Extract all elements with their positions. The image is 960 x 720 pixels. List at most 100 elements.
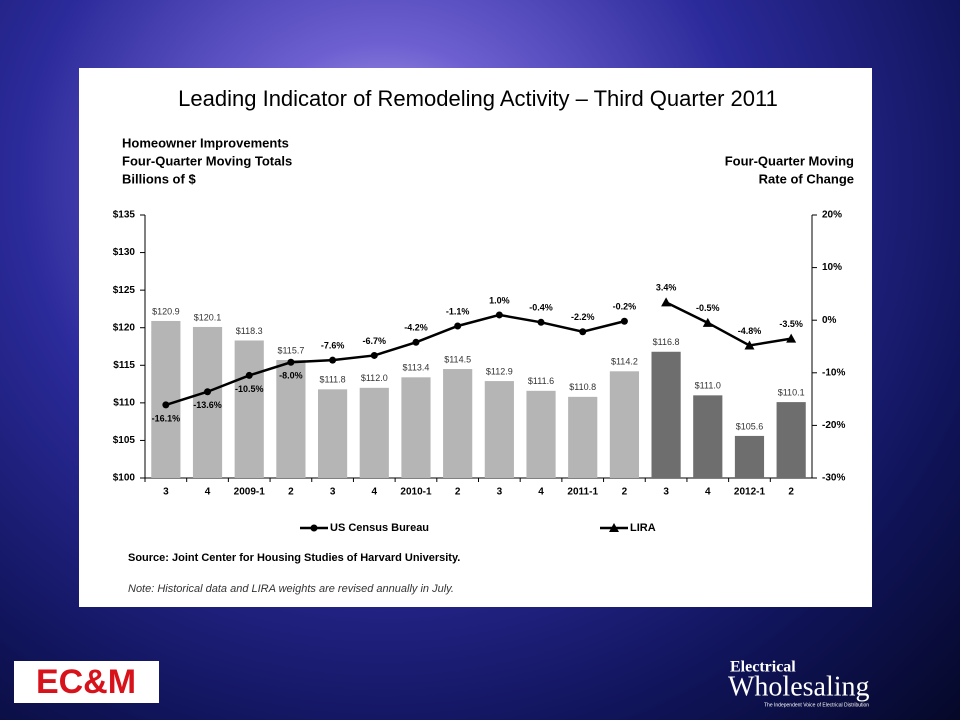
line-value-label: -8.0% bbox=[279, 371, 303, 381]
bar bbox=[276, 360, 306, 478]
x-tick-label: 4 bbox=[205, 487, 211, 498]
bar bbox=[484, 381, 514, 478]
line-marker bbox=[579, 328, 587, 336]
bar-value-label: $120.9 bbox=[152, 306, 180, 316]
logo-left: EC&M bbox=[36, 663, 136, 701]
line-value-label: -0.4% bbox=[529, 303, 553, 313]
chart-title: Leading Indicator of Remodeling Activity… bbox=[178, 86, 778, 111]
bar-value-label: $114.5 bbox=[444, 354, 471, 364]
bar bbox=[734, 435, 765, 478]
line-value-label: -3.5% bbox=[779, 319, 803, 329]
x-tick-label: 2 bbox=[788, 487, 794, 498]
y-axis-label: Four-Quarter Moving Totals bbox=[122, 153, 292, 168]
line-value-label: -6.7% bbox=[363, 336, 387, 346]
bar bbox=[609, 371, 639, 478]
y-tick-label: $110 bbox=[113, 397, 135, 408]
bar bbox=[318, 389, 348, 478]
x-tick-label: 3 bbox=[497, 487, 503, 498]
line-marker bbox=[537, 318, 545, 326]
line-series bbox=[165, 313, 625, 407]
x-tick-label: 2 bbox=[622, 487, 628, 498]
legend-label: LIRA bbox=[630, 522, 656, 534]
x-tick-label: 2010-1 bbox=[400, 487, 432, 498]
y2-axis-label: Rate of Change bbox=[759, 171, 854, 186]
x-tick-label: 2012-1 bbox=[734, 487, 766, 498]
bar bbox=[234, 340, 264, 478]
bar-value-label: $112.9 bbox=[486, 366, 513, 376]
line-marker bbox=[287, 358, 295, 366]
y-tick-label: $100 bbox=[113, 473, 136, 484]
line-marker bbox=[245, 371, 253, 379]
line-marker bbox=[204, 388, 212, 396]
bar-value-label: $113.4 bbox=[403, 363, 430, 373]
x-tick-label: 4 bbox=[705, 487, 711, 498]
bar bbox=[401, 377, 431, 478]
x-tick-label: 3 bbox=[330, 487, 336, 498]
y2-tick-label: 10% bbox=[822, 262, 842, 273]
line-marker bbox=[786, 333, 797, 343]
legend-marker bbox=[609, 523, 619, 532]
line-marker bbox=[370, 351, 378, 359]
bar-value-label: $115.7 bbox=[277, 345, 304, 355]
x-tick-label: 3 bbox=[663, 487, 669, 498]
y2-tick-label: -20% bbox=[822, 420, 845, 431]
logo-right-top: Electrical bbox=[730, 659, 796, 676]
y-axis-label: Homeowner Improvements bbox=[122, 135, 289, 150]
x-tick-label: 2 bbox=[455, 487, 461, 498]
line-value-label: -1.1% bbox=[446, 306, 470, 316]
logo-right-main: Wholesaling bbox=[728, 671, 870, 702]
line-marker bbox=[744, 340, 755, 350]
y-tick-label: $135 bbox=[113, 210, 136, 221]
line-value-label: -0.2% bbox=[613, 302, 637, 312]
y-tick-label: $105 bbox=[113, 435, 136, 446]
line-marker bbox=[329, 356, 337, 364]
line-value-label: -2.2% bbox=[571, 312, 595, 322]
line-value-label: -13.6% bbox=[193, 400, 222, 410]
y2-axis-label: Four-Quarter Moving bbox=[725, 153, 854, 168]
line-value-label: -4.2% bbox=[404, 323, 428, 333]
bar bbox=[693, 395, 723, 478]
x-tick-label: 3 bbox=[163, 487, 169, 498]
line-marker bbox=[702, 317, 713, 327]
bar bbox=[568, 396, 598, 478]
bar bbox=[151, 320, 181, 478]
line-value-label: -16.1% bbox=[152, 413, 181, 423]
line-marker bbox=[412, 338, 420, 346]
y-tick-label: $120 bbox=[113, 322, 136, 333]
line-value-label: -7.6% bbox=[321, 341, 345, 351]
line-marker bbox=[454, 322, 462, 330]
source: Source: Joint Center for Housing Studies… bbox=[128, 552, 460, 564]
y2-tick-label: 20% bbox=[822, 210, 842, 221]
line-value-label: -4.8% bbox=[738, 326, 762, 336]
bar-value-label: $110.1 bbox=[778, 387, 805, 397]
legend-label: US Census Bureau bbox=[330, 522, 429, 534]
line-marker bbox=[661, 297, 672, 307]
x-tick-label: 4 bbox=[372, 487, 378, 498]
logo-tagline: The Independent Voice of Electrical Dist… bbox=[764, 702, 869, 708]
line-value-label: -0.5% bbox=[696, 303, 720, 313]
bar bbox=[526, 390, 556, 478]
bar-value-label: $111.8 bbox=[319, 375, 345, 385]
bar bbox=[776, 402, 806, 478]
y-tick-label: $125 bbox=[113, 285, 136, 296]
bar bbox=[651, 351, 681, 478]
line-marker bbox=[620, 317, 628, 325]
line-value-label: 1.0% bbox=[489, 295, 510, 305]
note: Note: Historical data and LIRA weights a… bbox=[128, 583, 454, 595]
y-tick-label: $130 bbox=[113, 247, 136, 258]
y-axis-label: Billions of $ bbox=[122, 171, 196, 186]
y-tick-label: $115 bbox=[113, 360, 135, 371]
y2-tick-label: -10% bbox=[822, 367, 845, 378]
bar bbox=[192, 326, 223, 478]
x-tick-label: 2 bbox=[288, 487, 294, 498]
x-tick-label: 2009-1 bbox=[234, 487, 266, 498]
bar-value-label: $116.8 bbox=[653, 337, 680, 347]
x-tick-label: 4 bbox=[538, 487, 544, 498]
bar-value-label: $110.8 bbox=[569, 382, 596, 392]
bar-value-label: $118.3 bbox=[236, 326, 263, 336]
line-value-label: 3.4% bbox=[656, 283, 677, 293]
bar-value-label: $112.0 bbox=[361, 373, 388, 383]
bar bbox=[359, 387, 389, 478]
line-series bbox=[665, 301, 792, 347]
